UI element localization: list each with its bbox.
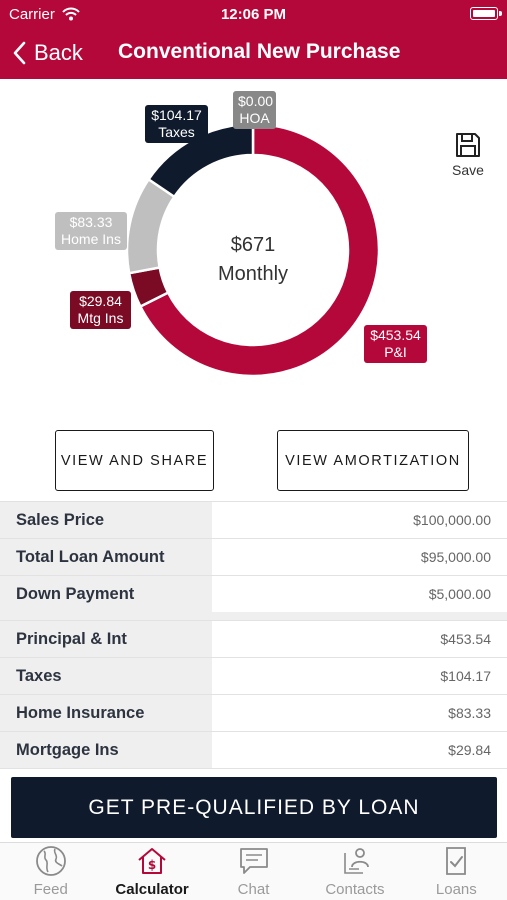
save-button[interactable]: Save bbox=[450, 132, 486, 178]
row-value: $453.54 bbox=[440, 631, 491, 647]
monthly-label: Monthly bbox=[217, 263, 289, 285]
slice-value-hoa: $0.00 bbox=[238, 93, 274, 109]
slice-label-taxes: $104.17 Taxes bbox=[145, 105, 208, 143]
table-row: Total Loan Amount $95,000.00 bbox=[0, 539, 507, 576]
table-row: Principal & Int $453.54 bbox=[0, 621, 507, 658]
header-bar: Carrier 12:06 PM Back Conventional New P… bbox=[0, 0, 507, 79]
table-row: Mortgage Ins $29.84 bbox=[0, 732, 507, 769]
section-divider bbox=[0, 612, 507, 620]
slice-value-mtg-ins: $29.84 bbox=[79, 293, 122, 309]
slice-name-hoa: HOA bbox=[239, 110, 270, 126]
row-label: Home Insurance bbox=[0, 695, 212, 731]
row-value[interactable]: $100,000.00 bbox=[413, 512, 491, 528]
tab-chat[interactable]: Chat bbox=[203, 843, 304, 900]
row-label: Down Payment bbox=[0, 576, 212, 612]
tab-calculator[interactable]: $ Calculator bbox=[101, 843, 202, 900]
view-and-share-button[interactable]: VIEW AND SHARE bbox=[55, 430, 214, 491]
tab-loans[interactable]: Loans bbox=[406, 843, 507, 900]
tab-contacts[interactable]: Contacts bbox=[304, 843, 405, 900]
row-label: Mortgage Ins bbox=[0, 732, 212, 768]
table-row: Home Insurance $83.33 bbox=[0, 695, 507, 732]
back-label: Back bbox=[34, 40, 83, 65]
slice-name-taxes: Taxes bbox=[158, 124, 195, 140]
carrier-label: Carrier bbox=[9, 6, 55, 23]
tab-label: Chat bbox=[237, 881, 270, 898]
slice-label-home-ins: $83.33 Home Ins bbox=[55, 212, 127, 250]
payment-breakdown-chart: $671 Monthly $104.17 Taxes $0.00 HOA $83… bbox=[0, 79, 507, 424]
table-row: Taxes $104.17 bbox=[0, 658, 507, 695]
contacts-icon bbox=[344, 848, 369, 874]
loan-document-icon bbox=[446, 847, 467, 875]
slice-label-mtg-ins: $29.84 Mtg Ins bbox=[70, 291, 131, 329]
slice-label-pi: $453.54 P&I bbox=[364, 325, 427, 363]
tab-feed[interactable]: Feed bbox=[0, 843, 101, 900]
back-button[interactable]: Back bbox=[12, 36, 83, 70]
save-label: Save bbox=[452, 162, 484, 178]
slice-name-home-ins: Home Ins bbox=[61, 231, 121, 247]
tab-bar: Feed $ Calculator Chat Contacts Loans bbox=[0, 842, 507, 900]
payment-details-table: Principal & Int $453.54 Taxes $104.17 Ho… bbox=[0, 620, 507, 769]
tab-label: Calculator bbox=[115, 881, 189, 898]
get-pre-qualified-button[interactable]: GET PRE-QUALIFIED BY LOAN bbox=[11, 777, 497, 838]
row-label: Principal & Int bbox=[0, 621, 212, 657]
floppy-disk-icon bbox=[456, 133, 480, 157]
view-amortization-button[interactable]: VIEW AMORTIZATION bbox=[277, 430, 469, 491]
tab-label: Loans bbox=[435, 881, 477, 898]
monthly-total: $671 bbox=[230, 234, 276, 256]
chevron-left-icon bbox=[13, 41, 26, 65]
chat-icon bbox=[239, 848, 268, 874]
row-value: $83.33 bbox=[448, 705, 491, 721]
table-row: Sales Price $100,000.00 bbox=[0, 502, 507, 539]
row-value: $104.17 bbox=[440, 668, 491, 684]
status-bar: Carrier 12:06 PM bbox=[0, 4, 507, 26]
globe-icon bbox=[35, 846, 66, 876]
donut-slice-p-i[interactable] bbox=[138, 122, 381, 378]
wifi-icon bbox=[62, 7, 80, 25]
tab-label: Contacts bbox=[325, 881, 385, 898]
row-label: Total Loan Amount bbox=[0, 539, 212, 575]
slice-value-pi: $453.54 bbox=[370, 327, 421, 343]
slice-name-pi: P&I bbox=[384, 344, 407, 360]
battery-icon bbox=[470, 7, 502, 20]
status-time: 12:06 PM bbox=[220, 6, 287, 23]
table-row: Down Payment $5,000.00 bbox=[0, 576, 507, 613]
loan-details-table: Sales Price $100,000.00 Total Loan Amoun… bbox=[0, 501, 507, 613]
row-value[interactable]: $5,000.00 bbox=[428, 586, 491, 602]
slice-value-taxes: $104.17 bbox=[151, 107, 202, 123]
slice-value-home-ins: $83.33 bbox=[69, 214, 113, 230]
row-value[interactable]: $95,000.00 bbox=[420, 549, 491, 565]
page-title: Conventional New Purchase bbox=[118, 40, 401, 63]
slice-label-hoa: $0.00 HOA bbox=[233, 91, 276, 129]
row-label: Taxes bbox=[0, 658, 212, 694]
svg-text:$: $ bbox=[148, 858, 156, 872]
slice-name-mtg-ins: Mtg Ins bbox=[77, 310, 124, 326]
row-label: Sales Price bbox=[0, 502, 212, 538]
row-value: $29.84 bbox=[448, 742, 491, 758]
house-dollar-icon: $ bbox=[138, 848, 166, 874]
nav-bar: Back Conventional New Purchase bbox=[0, 36, 507, 70]
tab-label: Feed bbox=[33, 881, 68, 898]
